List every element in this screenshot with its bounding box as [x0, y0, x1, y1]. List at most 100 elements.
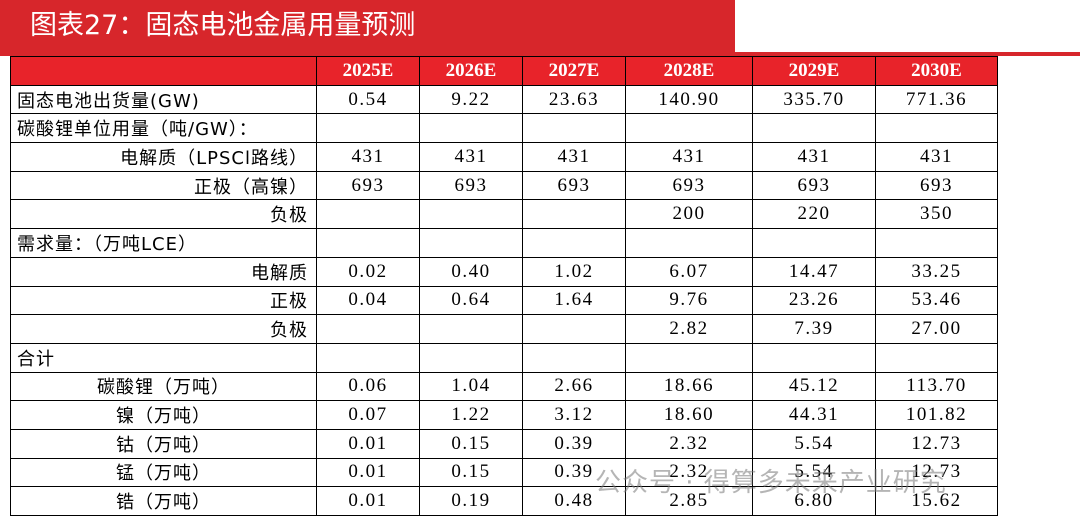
- table-row: 正极（高镍） 693 693 693 693 693 693: [10, 170, 998, 201]
- cell: [419, 314, 523, 344]
- cell: 2.32: [625, 457, 753, 488]
- cell: 693: [316, 170, 420, 201]
- cell: 693: [752, 170, 876, 201]
- cell: 0.02: [316, 256, 420, 287]
- cell: [625, 113, 753, 144]
- table-row: 锆（万吨） 0.01 0.19 0.48 2.85 6.80 15.62: [10, 486, 998, 516]
- cell: 45.12: [752, 371, 876, 402]
- red-rule: [0, 52, 1080, 56]
- row-label: 需求量：（万吨LCE）: [10, 228, 317, 258]
- cell: 12.73: [875, 457, 998, 488]
- cell: [752, 113, 876, 144]
- cell: 2.32: [625, 428, 753, 459]
- table-row: 锰（万吨） 0.01 0.15 0.39 2.32 5.54 12.73: [10, 457, 998, 488]
- row-label: 碳酸锂单位用量（吨/GW）：: [10, 113, 317, 144]
- cell: 0.19: [419, 486, 523, 516]
- row-label: 固态电池出货量(GW): [10, 84, 317, 115]
- cell: [625, 228, 753, 258]
- cell: [522, 199, 626, 230]
- cell: 0.01: [316, 428, 420, 459]
- column-header: 2025E: [316, 56, 420, 86]
- cell: 33.25: [875, 256, 998, 287]
- cell: 0.64: [419, 285, 523, 316]
- cell: 1.04: [419, 371, 523, 402]
- cell: 0.48: [522, 486, 626, 516]
- cell: [522, 314, 626, 344]
- cell: 0.54: [316, 84, 420, 115]
- cell: [419, 199, 523, 230]
- column-header: 2029E: [752, 56, 876, 86]
- table-body: 固态电池出货量(GW) 0.54 9.22 23.63 140.90 335.70 771.…: [10, 84, 998, 516]
- table-row: 合计: [10, 342, 998, 373]
- cell: 27.00: [875, 314, 998, 344]
- table-row: 电解质（LPSCl路线） 431 431 431 431 431 431: [10, 142, 998, 172]
- cell: 12.73: [875, 428, 998, 459]
- row-label: 合计: [10, 342, 317, 373]
- row-label: 电解质: [10, 256, 317, 287]
- cell: 23.63: [522, 84, 626, 115]
- row-label: 碳酸锂（万吨）: [10, 371, 317, 402]
- cell: 9.22: [419, 84, 523, 115]
- row-label: 锰（万吨）: [10, 457, 317, 488]
- row-label: 镍（万吨）: [10, 400, 317, 430]
- watermark: 公众号 · 得算多未来产业研究: [595, 468, 947, 498]
- cell: 431: [316, 142, 420, 172]
- cell: 0.39: [522, 428, 626, 459]
- cell: 0.40: [419, 256, 523, 287]
- cell: 0.04: [316, 285, 420, 316]
- row-label: 钴（万吨）: [10, 428, 317, 459]
- cell: 15.62: [875, 486, 998, 516]
- cell: 335.70: [752, 84, 876, 115]
- row-label: 电解质（LPSCl路线）: [10, 142, 317, 172]
- cell: 1.22: [419, 400, 523, 430]
- table-row: 需求量：（万吨LCE）: [10, 228, 998, 258]
- cell: 1.02: [522, 256, 626, 287]
- cell: 6.80: [752, 486, 876, 516]
- cell: [419, 342, 523, 373]
- corner-cell: [10, 56, 317, 86]
- column-header: 2026E: [419, 56, 523, 86]
- column-header: 2030E: [875, 56, 998, 86]
- row-label: 负极: [10, 314, 317, 344]
- data-table: 2025E 2026E 2027E 2028E 2029E 2030E 固态电池出货量(G…: [10, 56, 998, 516]
- table-row: 碳酸锂单位用量（吨/GW）：: [10, 113, 998, 144]
- column-header: 2028E: [625, 56, 753, 86]
- cell: 431: [522, 142, 626, 172]
- cell: 101.82: [875, 400, 998, 430]
- cell: 0.01: [316, 457, 420, 488]
- cell: 693: [419, 170, 523, 201]
- cell: 0.01: [316, 486, 420, 516]
- cell: 771.36: [875, 84, 998, 115]
- cell: 18.66: [625, 371, 753, 402]
- cell: [522, 228, 626, 258]
- cell: 14.47: [752, 256, 876, 287]
- cell: [419, 113, 523, 144]
- cell: 1.64: [522, 285, 626, 316]
- cell: 431: [419, 142, 523, 172]
- row-label: 正极（高镍）: [10, 170, 317, 201]
- cell: 0.06: [316, 371, 420, 402]
- cell: 44.31: [752, 400, 876, 430]
- cell: 693: [522, 170, 626, 201]
- cell: [752, 342, 876, 373]
- cell: [522, 342, 626, 373]
- header-row: 2025E 2026E 2027E 2028E 2029E 2030E: [10, 56, 998, 86]
- table-row: 镍（万吨） 0.07 1.22 3.12 18.60 44.31 101.82: [10, 400, 998, 430]
- cell: 2.85: [625, 486, 753, 516]
- cell: [522, 113, 626, 144]
- table-row: 正极 0.04 0.64 1.64 9.76 23.26 53.46: [10, 285, 998, 316]
- cell: 693: [875, 170, 998, 201]
- cell: [316, 113, 420, 144]
- title-banner: 图表27：固态电池金属用量预测: [0, 0, 735, 52]
- cell: 693: [625, 170, 753, 201]
- row-label: 负极: [10, 199, 317, 230]
- cell: 5.54: [752, 457, 876, 488]
- cell: [875, 342, 998, 373]
- cell: [316, 228, 420, 258]
- cell: 0.15: [419, 428, 523, 459]
- cell: 350: [875, 199, 998, 230]
- table-row: 负极 200 220 350: [10, 199, 998, 230]
- row-label: 正极: [10, 285, 317, 316]
- table-row: 固态电池出货量(GW) 0.54 9.22 23.63 140.90 335.70 771.…: [10, 84, 998, 115]
